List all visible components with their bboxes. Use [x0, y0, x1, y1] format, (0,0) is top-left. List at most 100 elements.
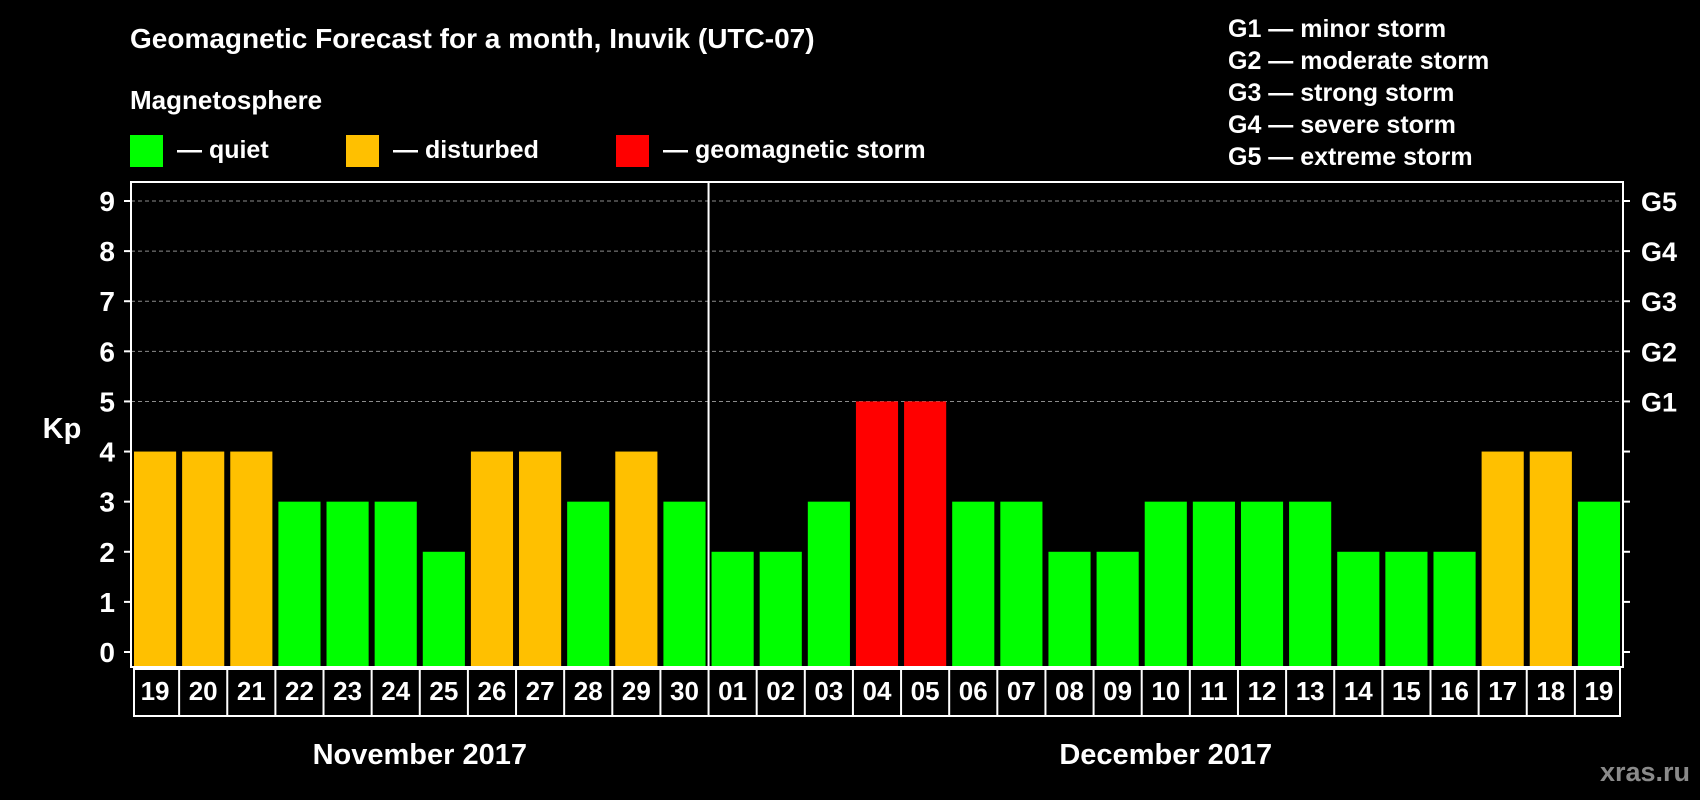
y-axis-ticks: 0 1 2 3 4 5 6 7 8 9 [99, 186, 131, 668]
bar [807, 501, 850, 667]
bar [182, 451, 225, 667]
day-label: 07 [1007, 676, 1036, 706]
day-label: 26 [478, 676, 507, 706]
bar [615, 451, 658, 667]
g-level-label: G1 [1641, 387, 1677, 417]
legend-label-quiet: — quiet [177, 136, 269, 164]
day-label: 05 [911, 676, 940, 706]
y-tick-label: 2 [99, 537, 115, 568]
day-label: 06 [959, 676, 988, 706]
month-label: November 2017 [313, 739, 527, 771]
day-label: 15 [1392, 676, 1421, 706]
bar [1289, 501, 1332, 667]
bar [1240, 501, 1284, 667]
bar [855, 401, 899, 667]
y-tick-label: 8 [99, 236, 115, 267]
gridlines [131, 200, 1623, 402]
month-labels: November 2017 December 2017 [313, 739, 1273, 771]
storm-scale-g5: G5 — extreme storm [1228, 143, 1473, 171]
y-tick-label: 3 [99, 487, 115, 518]
legend-swatch-storm [616, 135, 649, 167]
bar [952, 501, 995, 667]
day-label: 24 [381, 676, 410, 706]
g-level-label: G3 [1641, 287, 1677, 317]
legend-swatch-disturbed [346, 135, 379, 167]
chart-title: Geomagnetic Forecast for a month, Inuvik… [130, 23, 815, 54]
y-tick-label: 0 [99, 637, 115, 668]
chart-subtitle: Magnetosphere [130, 85, 322, 115]
y-axis-label: Kp [43, 413, 82, 445]
day-axis: 19 20 21 22 23 24 25 26 27 28 29 30 01 02 03 04 05 06 07 08… [133, 668, 1621, 717]
month-label: December 2017 [1059, 739, 1272, 771]
day-label: 08 [1055, 676, 1084, 706]
day-label: 12 [1248, 676, 1277, 706]
day-label: 17 [1488, 676, 1517, 706]
bar [711, 551, 754, 667]
day-label: 19 [1584, 676, 1613, 706]
bar [470, 451, 514, 667]
bar [422, 551, 465, 667]
watermark: xras.ru [1600, 757, 1690, 787]
y-tick-label: 7 [99, 286, 115, 317]
bar [519, 451, 562, 667]
legend: — quiet — disturbed — geomagnetic storm [130, 135, 926, 167]
day-axis-border [133, 668, 1621, 717]
g-scale-axis: G1 G2 G3 G4 G5 [1623, 187, 1677, 653]
storm-scale-g3: G3 — strong storm [1228, 79, 1454, 107]
day-label: 27 [526, 676, 555, 706]
bar [567, 501, 610, 667]
day-label: 02 [766, 676, 795, 706]
day-label: 30 [670, 676, 699, 706]
y-tick-label: 9 [99, 186, 115, 217]
bar [230, 451, 273, 667]
y-tick-label: 6 [99, 336, 115, 367]
bar [1144, 501, 1187, 667]
storm-scale-legend: G1 — minor storm G2 — moderate storm G3 … [1228, 15, 1489, 171]
day-label: 20 [189, 676, 218, 706]
day-label: 14 [1344, 676, 1373, 706]
bar [134, 451, 177, 667]
storm-scale-g4: G4 — severe storm [1228, 111, 1456, 139]
bar [374, 501, 417, 667]
day-label: 16 [1440, 676, 1469, 706]
bar [278, 501, 321, 667]
bar [663, 501, 706, 667]
storm-scale-g2: G2 — moderate storm [1228, 47, 1489, 75]
bar [1192, 501, 1235, 667]
day-label: 13 [1296, 676, 1325, 706]
g-level-label: G5 [1641, 187, 1677, 217]
plot-frame [130, 181, 1624, 668]
legend-label-storm: — geomagnetic storm [663, 136, 926, 164]
day-label: 04 [863, 676, 892, 706]
day-label: 28 [574, 676, 603, 706]
legend-swatch-quiet [130, 135, 163, 167]
legend-label-disturbed: — disturbed [393, 136, 539, 164]
day-label: 10 [1151, 676, 1180, 706]
day-label: 25 [429, 676, 458, 706]
day-label: 11 [1200, 676, 1228, 706]
g-level-label: G4 [1641, 237, 1677, 267]
bar [1337, 551, 1380, 667]
storm-scale-g1: G1 — minor storm [1228, 15, 1446, 43]
bar [1096, 551, 1139, 667]
day-label: 21 [237, 676, 266, 706]
day-label: 29 [622, 676, 651, 706]
day-label: 03 [814, 676, 843, 706]
day-label: 23 [333, 676, 362, 706]
bar [1577, 501, 1620, 667]
bar [759, 551, 802, 667]
y-tick-label: 5 [99, 386, 115, 417]
bar [904, 401, 947, 667]
bar [1433, 551, 1476, 667]
day-label: 01 [718, 676, 747, 706]
day-label: 18 [1536, 676, 1565, 706]
bar [326, 501, 369, 667]
bar [1481, 451, 1524, 667]
bar [1385, 551, 1428, 667]
g-level-label: G2 [1641, 337, 1677, 367]
day-label: 09 [1103, 676, 1132, 706]
y-tick-label: 4 [99, 437, 115, 468]
y-tick-label: 1 [99, 587, 115, 618]
bars [134, 401, 1620, 667]
